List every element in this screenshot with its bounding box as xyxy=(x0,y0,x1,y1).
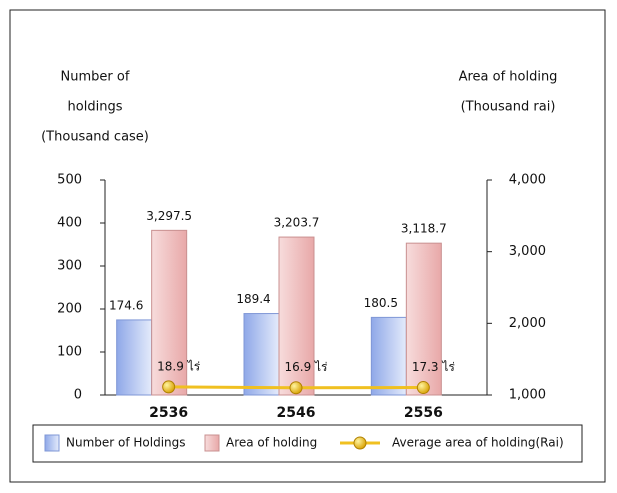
y-axis-title: Number of xyxy=(61,70,130,85)
bar xyxy=(151,229,188,396)
x-tick-label: 2556 xyxy=(404,405,443,421)
y-axis-title: (Thousand case) xyxy=(41,130,149,145)
bar xyxy=(243,313,280,396)
legend-label: Area of holding xyxy=(226,436,317,450)
y-tick-label: 400 xyxy=(57,216,82,231)
y2-axis-title: Area of holding xyxy=(459,70,558,85)
legend-marker xyxy=(353,436,367,450)
y2-tick-label: 4,000 xyxy=(509,173,546,188)
data-label: 180.5 xyxy=(364,296,398,310)
data-label: 18.9 ไร่ xyxy=(157,359,201,373)
legend-box xyxy=(32,424,583,463)
data-label: 174.6 xyxy=(109,298,143,312)
y2-tick-label: 3,000 xyxy=(509,244,546,259)
y-tick-label: 100 xyxy=(57,345,82,360)
legend-label: Number of Holdings xyxy=(66,436,186,450)
data-label: 189.4 xyxy=(236,292,270,306)
line-marker xyxy=(289,381,303,395)
y2-tick-label: 2,000 xyxy=(509,316,546,331)
y-tick-label: 200 xyxy=(57,302,82,317)
legend-label: Average area of holding(Rai) xyxy=(392,436,564,450)
x-tick-label: 2536 xyxy=(149,405,188,421)
data-label: 3,297.5 xyxy=(146,209,192,223)
y2-axis-title: (Thousand rai) xyxy=(461,100,556,115)
legend-swatch xyxy=(204,434,220,452)
legend-swatch xyxy=(44,434,60,452)
y-tick-label: 500 xyxy=(57,173,82,188)
y2-tick-label: 1,000 xyxy=(509,388,546,403)
legend: Number of Holdings Area of holding Average… xyxy=(32,424,583,463)
bar xyxy=(116,319,153,396)
y-tick-label: 300 xyxy=(57,259,82,274)
data-label: 3,203.7 xyxy=(274,216,320,230)
bar xyxy=(370,316,407,396)
bar xyxy=(405,242,442,396)
data-label: 16.9 ไร่ xyxy=(284,360,328,374)
y-tick-label: 0 xyxy=(74,388,82,403)
line-marker xyxy=(416,381,430,395)
line-marker xyxy=(162,380,176,394)
data-label: 17.3 ไร่ xyxy=(412,360,456,374)
data-label: 3,118.7 xyxy=(401,222,447,236)
bar xyxy=(278,236,315,396)
x-tick-label: 2546 xyxy=(277,405,316,421)
y-axis-title: holdings xyxy=(68,100,123,115)
